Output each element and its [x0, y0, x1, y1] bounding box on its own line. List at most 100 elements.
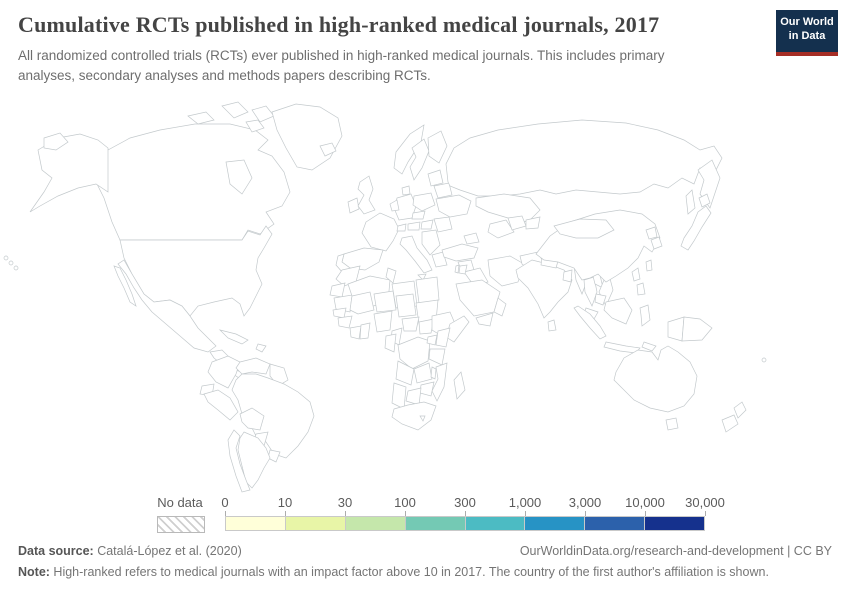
country-venezuela[interactable] — [235, 357, 271, 375]
country-greenland[interactable] — [271, 103, 343, 171]
country-uruguay[interactable] — [267, 449, 281, 463]
country-czechia[interactable] — [411, 210, 426, 220]
country-brazil[interactable] — [231, 373, 315, 459]
country-kyrgyzstan-tajikistan[interactable] — [525, 216, 541, 230]
legend-bin[interactable] — [645, 516, 705, 531]
country-italy[interactable] — [399, 235, 433, 274]
country-zimbabwe[interactable] — [419, 381, 435, 397]
country-new-zealand[interactable] — [721, 414, 739, 433]
legend-bin[interactable] — [225, 516, 286, 531]
country-canada[interactable] — [245, 119, 265, 133]
country-congo-gabon[interactable] — [384, 333, 397, 353]
country-mongolia[interactable] — [553, 218, 615, 239]
country-nigeria[interactable] — [373, 310, 393, 333]
country-colombia[interactable] — [207, 355, 241, 389]
country-caucasus[interactable] — [463, 232, 480, 245]
country-taiwan[interactable] — [645, 259, 653, 272]
country-cambodia[interactable] — [594, 293, 607, 306]
country-benelux[interactable] — [389, 199, 400, 212]
country-bolivia[interactable] — [239, 407, 265, 431]
country-chile[interactable] — [227, 429, 251, 493]
country-malawi[interactable] — [430, 366, 437, 380]
country-egypt[interactable] — [415, 276, 440, 304]
country-hispaniola[interactable] — [255, 343, 267, 353]
country-australia[interactable] — [613, 345, 698, 413]
country-russia[interactable] — [43, 132, 69, 151]
country-angola[interactable] — [395, 360, 415, 386]
country-denmark[interactable] — [401, 185, 411, 196]
country-central-african-republic[interactable] — [401, 316, 420, 332]
legend-no-data-swatch[interactable] — [157, 516, 205, 533]
country-mauritania[interactable] — [333, 294, 353, 313]
country-south-korea[interactable] — [650, 236, 663, 250]
country-sweden[interactable] — [409, 138, 430, 181]
country-tunisia[interactable] — [385, 267, 397, 284]
country-poland[interactable] — [412, 192, 436, 212]
country-madagascar[interactable] — [453, 371, 466, 400]
legend-bin[interactable] — [465, 516, 526, 531]
country-turkmenistan[interactable] — [487, 219, 515, 239]
country-philippines[interactable] — [636, 282, 646, 296]
country-papua-new-guinea[interactable] — [681, 316, 713, 342]
country-switzerland[interactable] — [396, 223, 407, 232]
country-italy[interactable] — [417, 273, 427, 281]
country-cuba[interactable] — [218, 329, 249, 345]
country-united-states[interactable] — [29, 133, 109, 213]
country-thailand[interactable] — [583, 276, 598, 307]
country-botswana[interactable] — [405, 387, 422, 406]
legend-bin[interactable] — [585, 516, 646, 531]
country-guinea[interactable] — [337, 315, 353, 329]
country-indonesia[interactable] — [667, 316, 685, 342]
country-iran[interactable] — [487, 255, 525, 287]
country-cote-divoire[interactable] — [349, 325, 362, 340]
country-oman[interactable] — [493, 297, 507, 317]
country-mali[interactable] — [349, 291, 375, 315]
country-namibia[interactable] — [391, 382, 407, 410]
country-canada[interactable] — [187, 111, 215, 125]
country-western-sahara[interactable] — [329, 282, 346, 298]
country-sri-lanka[interactable] — [547, 319, 557, 332]
country-jordan[interactable] — [458, 264, 468, 275]
country-north-korea[interactable] — [645, 226, 658, 240]
country-united-kingdom[interactable] — [357, 175, 376, 215]
country-united-states[interactable] — [8, 260, 14, 266]
country-canada[interactable] — [95, 123, 291, 241]
country-iceland[interactable] — [319, 142, 337, 157]
legend-bin[interactable] — [345, 516, 406, 531]
country-austria[interactable] — [407, 221, 421, 231]
country-australia[interactable] — [665, 417, 679, 431]
legend-bin[interactable] — [405, 516, 466, 531]
country-russia[interactable] — [445, 119, 723, 197]
country-yemen[interactable] — [475, 312, 494, 327]
country-new-zealand[interactable] — [733, 401, 747, 419]
country-ireland[interactable] — [347, 197, 360, 214]
country-united-states[interactable] — [3, 255, 9, 261]
country-indonesia[interactable] — [639, 304, 651, 327]
country-kenya[interactable] — [435, 327, 451, 348]
country-zambia[interactable] — [413, 362, 433, 384]
country-canada[interactable] — [251, 105, 275, 123]
country-philippines[interactable] — [631, 267, 641, 282]
country-belarus[interactable] — [433, 182, 453, 199]
legend-bin[interactable] — [285, 516, 346, 531]
country-niger[interactable] — [373, 290, 397, 313]
country-romania[interactable] — [433, 216, 453, 233]
country-indonesia[interactable] — [641, 341, 657, 352]
country-peru[interactable] — [203, 389, 239, 421]
country-mozambique[interactable] — [431, 362, 448, 402]
country-south-africa[interactable] — [391, 401, 437, 431]
country-israel[interactable] — [454, 264, 460, 274]
country-uganda[interactable] — [426, 334, 438, 346]
country-greece[interactable] — [431, 251, 448, 268]
country-indonesia[interactable] — [573, 305, 607, 340]
country-ghana[interactable] — [359, 322, 371, 340]
owid-logo[interactable]: Our World in Data — [776, 10, 838, 56]
country-finland[interactable] — [427, 130, 448, 164]
country-mexico[interactable] — [117, 259, 217, 353]
country-canada[interactable] — [221, 101, 249, 119]
country-france[interactable] — [361, 212, 400, 252]
legend-bin[interactable] — [525, 516, 586, 531]
country-ukraine[interactable] — [435, 194, 472, 218]
country-tanzania[interactable] — [428, 348, 446, 366]
country-baltics[interactable] — [427, 169, 444, 187]
